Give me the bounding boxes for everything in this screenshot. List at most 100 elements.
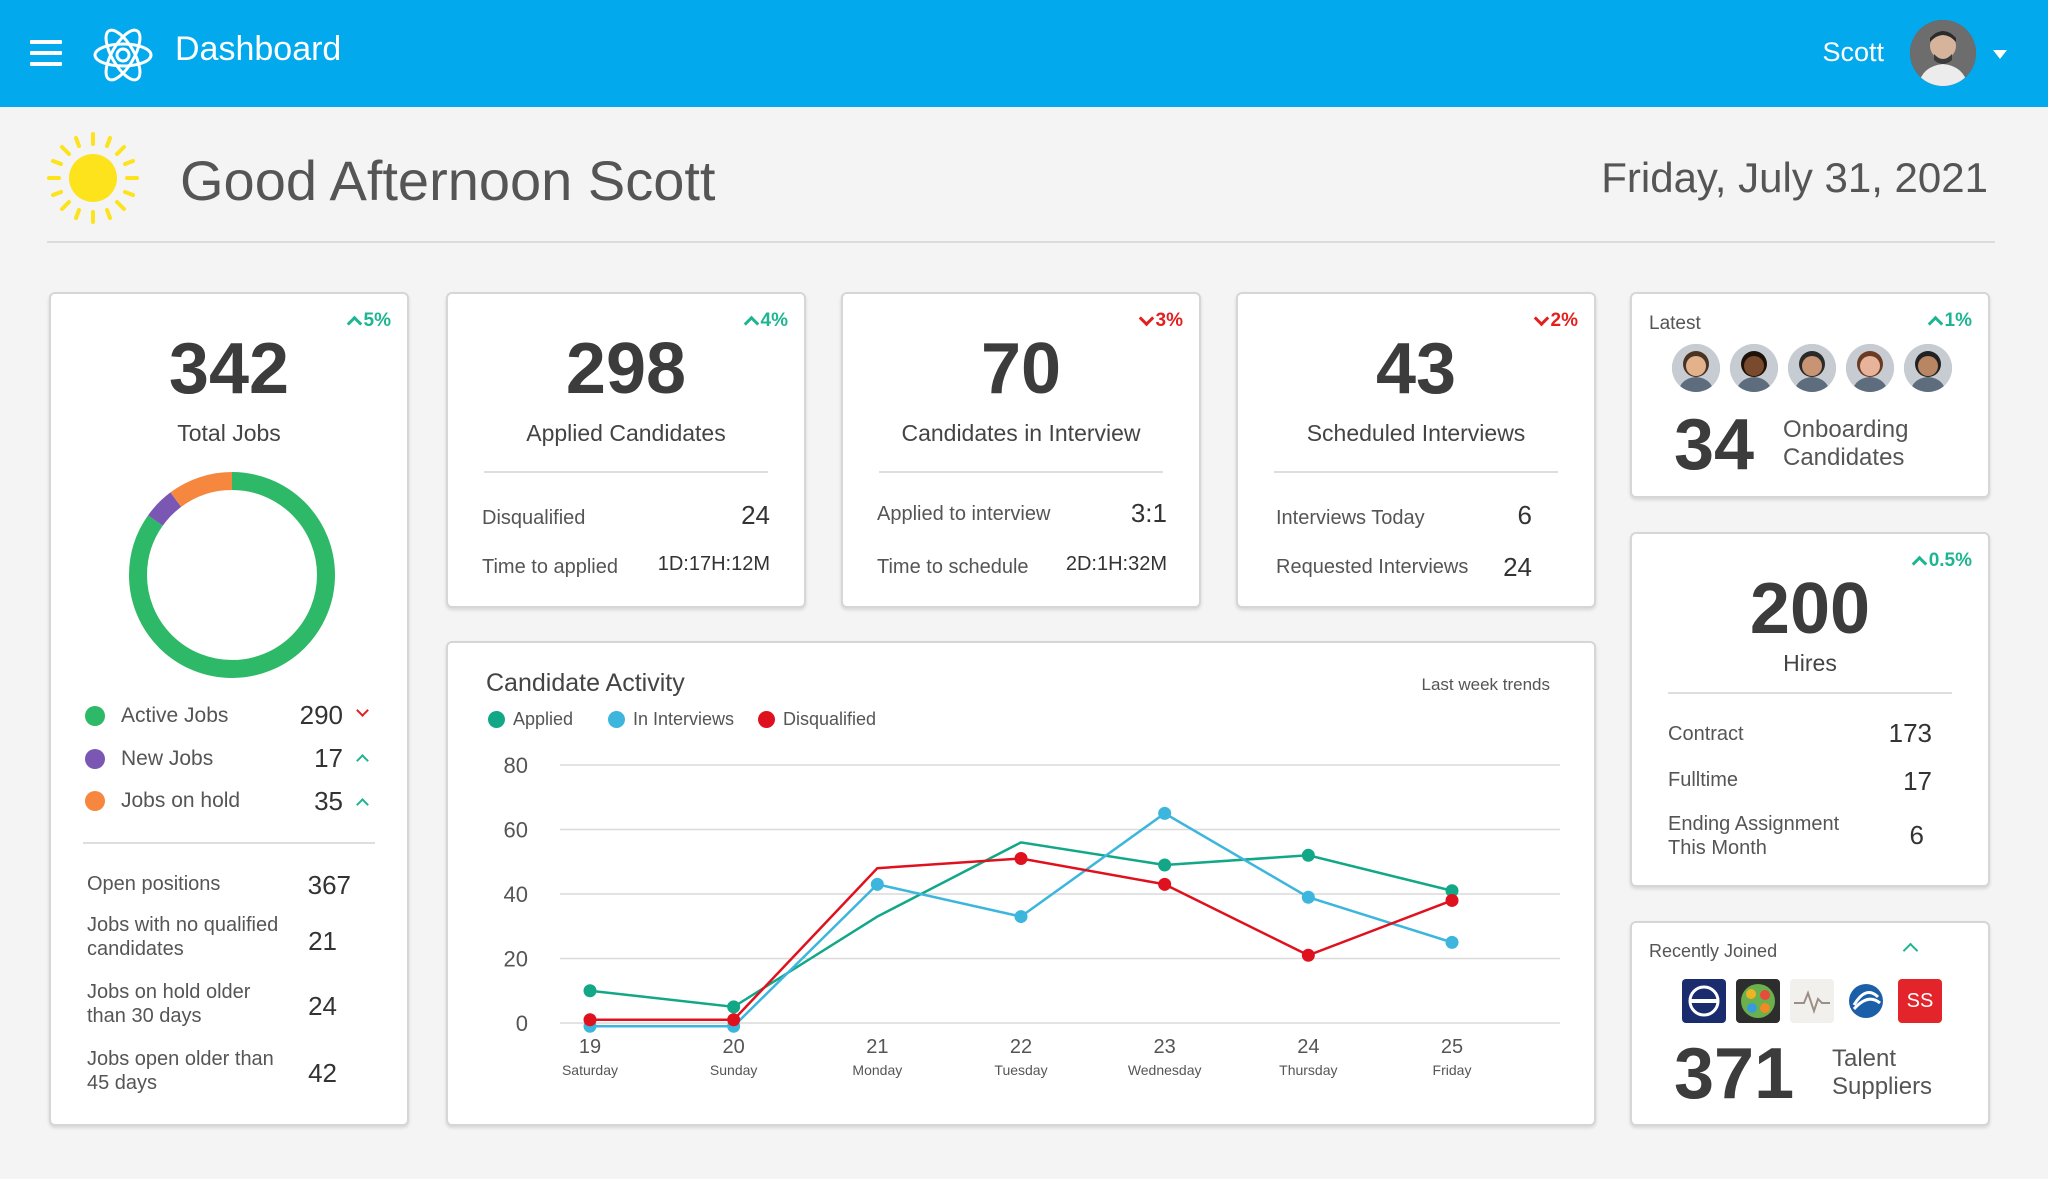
data-point-disqualified[interactable] bbox=[583, 1013, 597, 1027]
interview-label: Candidates in Interview bbox=[901, 420, 1141, 446]
contract-value: 173 bbox=[1888, 718, 1932, 748]
user-avatar-icon bbox=[1910, 20, 1976, 86]
data-point-in-interviews[interactable] bbox=[1014, 910, 1028, 924]
data-point-in-interviews[interactable] bbox=[870, 877, 884, 891]
latest-candidate-avatar[interactable] bbox=[1730, 344, 1778, 392]
active-jobs-label: Active Jobs bbox=[121, 704, 229, 727]
scheduled-value: 43 bbox=[1375, 329, 1457, 409]
interview-trend: 3% bbox=[1138, 310, 1183, 332]
supplier-logo-2 bbox=[1736, 979, 1780, 1023]
series-line-disqualified bbox=[590, 857, 1453, 1022]
x-tick-label: 23 bbox=[1154, 1036, 1176, 1058]
data-point-disqualified[interactable] bbox=[1301, 948, 1315, 962]
candidate-activity-chart: 0 20 40 60 80 19 Saturday 20 Sunday 21 Monday 22 Tue… bbox=[504, 753, 1560, 1078]
user-menu-chevron-down-icon[interactable] bbox=[1993, 50, 2007, 59]
data-point-applied[interactable] bbox=[1158, 858, 1172, 872]
donut-segment-on-hold bbox=[129, 472, 335, 678]
legend-applied-dot bbox=[488, 711, 505, 728]
onboarding-candidates-card[interactable]: Latest 1% 34 Onboarding Candidates bbox=[1630, 292, 1990, 498]
chart-title: Candidate Activity bbox=[486, 669, 685, 697]
hires-trend: 0.5% bbox=[1911, 550, 1972, 572]
y-tick-label: 20 bbox=[504, 947, 528, 972]
suppliers-value: 371 bbox=[1674, 1034, 1795, 1114]
candidate-activity-card[interactable]: Candidate Activity Last week trends Appl… bbox=[446, 641, 1596, 1126]
total-jobs-card[interactable]: 5% 342 Total Jobs Active Jobs 290 New Jo… bbox=[49, 292, 409, 1126]
interviews-today-label: Interviews Today bbox=[1276, 507, 1425, 529]
on-hold-jobs-label: Jobs on hold bbox=[121, 789, 241, 812]
data-point-in-interviews[interactable] bbox=[1445, 935, 1459, 949]
new-jobs-value: 17 bbox=[314, 743, 343, 773]
data-point-disqualified[interactable] bbox=[1158, 877, 1172, 891]
x-tick-label: 24 bbox=[1297, 1036, 1319, 1058]
open-positions-label: Open positions bbox=[87, 873, 221, 895]
hires-card[interactable]: 0.5% 200 Hires Contract 173 Fulltime 17 … bbox=[1630, 532, 1990, 887]
disqualified-label: Disqualified bbox=[482, 507, 586, 529]
data-point-applied[interactable] bbox=[727, 1000, 741, 1014]
y-tick-label: 80 bbox=[504, 753, 528, 778]
current-date: Friday, July 31, 2021 bbox=[1601, 154, 1988, 201]
trend-up-icon bbox=[1927, 315, 1943, 332]
active-jobs-dot bbox=[85, 706, 105, 726]
hires-divider bbox=[1668, 692, 1952, 694]
x-tick-day-label: Tuesday bbox=[994, 1062, 1047, 1078]
data-point-applied[interactable] bbox=[583, 984, 597, 998]
data-point-applied[interactable] bbox=[1445, 884, 1459, 898]
candidates-in-interview-card[interactable]: 3% 70 Candidates in Interview Applied to… bbox=[841, 292, 1201, 608]
x-tick-label: 22 bbox=[1010, 1036, 1032, 1058]
data-point-in-interviews[interactable] bbox=[1301, 890, 1315, 904]
latest-candidate-avatar[interactable] bbox=[1904, 344, 1952, 392]
supplier-logo-1 bbox=[1682, 979, 1726, 1023]
menu-icon[interactable] bbox=[30, 40, 62, 66]
requested-interviews-label: Requested Interviews bbox=[1276, 556, 1469, 578]
x-tick-day-label: Monday bbox=[852, 1062, 902, 1078]
user-avatar[interactable] bbox=[1910, 20, 1976, 86]
series-line-applied bbox=[589, 841, 1453, 1009]
disqualified-value: 24 bbox=[741, 500, 770, 530]
greeting-title: Good Afternoon Scott bbox=[180, 149, 716, 212]
data-point-disqualified[interactable] bbox=[1445, 893, 1459, 907]
total-jobs-trend: 5% bbox=[346, 310, 391, 332]
data-point-in-interviews[interactable] bbox=[1158, 806, 1172, 820]
time-to-applied-value: 1D:17H:12M bbox=[657, 553, 770, 575]
recently-joined-label: Recently Joined bbox=[1649, 941, 1778, 961]
person-avatar-icon bbox=[1846, 344, 1894, 392]
on-hold-jobs-dot bbox=[85, 791, 105, 811]
open-positions-value: 367 bbox=[307, 870, 351, 900]
active-jobs-value: 290 bbox=[299, 700, 343, 730]
chevron-up-icon bbox=[356, 754, 369, 767]
contract-label: Contract bbox=[1668, 723, 1744, 745]
chevron-up-icon bbox=[356, 798, 369, 811]
data-point-applied[interactable] bbox=[1301, 848, 1315, 862]
user-name[interactable]: Scott bbox=[1822, 37, 1884, 67]
latest-candidate-avatar[interactable] bbox=[1846, 344, 1894, 392]
chevron-down-icon bbox=[356, 704, 369, 717]
legend-disqualified[interactable]: Disqualified bbox=[758, 709, 876, 730]
supplier-logo-3 bbox=[1790, 979, 1834, 1023]
new-jobs-label: New Jobs bbox=[121, 747, 214, 770]
open-older-value: 42 bbox=[308, 1058, 337, 1088]
talent-suppliers-card[interactable]: Recently Joined SS 371 Talent Suppliers bbox=[1630, 921, 1990, 1126]
x-tick-label: 20 bbox=[723, 1036, 745, 1058]
latest-candidate-avatar[interactable] bbox=[1672, 344, 1720, 392]
time-to-schedule-value: 2D:1H:32M bbox=[1065, 553, 1167, 575]
latest-candidate-avatar[interactable] bbox=[1788, 344, 1836, 392]
collapse-chevron-up-icon[interactable] bbox=[1902, 942, 1919, 959]
interview-value: 70 bbox=[980, 329, 1062, 409]
person-avatar-icon bbox=[1672, 344, 1720, 392]
data-point-disqualified[interactable] bbox=[1014, 852, 1028, 866]
applied-candidates-card[interactable]: 4% 298 Applied Candidates Disqualified 2… bbox=[446, 292, 806, 608]
requested-interviews-value: 24 bbox=[1503, 552, 1532, 582]
suppliers-label-line1: Talent bbox=[1832, 1045, 1897, 1072]
header-divider bbox=[47, 241, 1995, 243]
x-tick-day-label: Thursday bbox=[1279, 1062, 1337, 1078]
legend-in-interviews[interactable]: In Interviews bbox=[608, 709, 734, 730]
total-jobs-divider bbox=[83, 842, 375, 844]
legend-applied[interactable]: Applied bbox=[488, 709, 573, 730]
y-tick-label: 0 bbox=[516, 1011, 528, 1036]
time-to-applied-label: Time to applied bbox=[482, 556, 618, 578]
scheduled-interviews-card[interactable]: 2% 43 Scheduled Interviews Interviews To… bbox=[1236, 292, 1596, 608]
data-point-disqualified[interactable] bbox=[727, 1013, 741, 1027]
trend-down-icon bbox=[1138, 310, 1154, 327]
legend-applied-label: Applied bbox=[513, 709, 574, 729]
person-avatar-icon bbox=[1788, 344, 1836, 392]
